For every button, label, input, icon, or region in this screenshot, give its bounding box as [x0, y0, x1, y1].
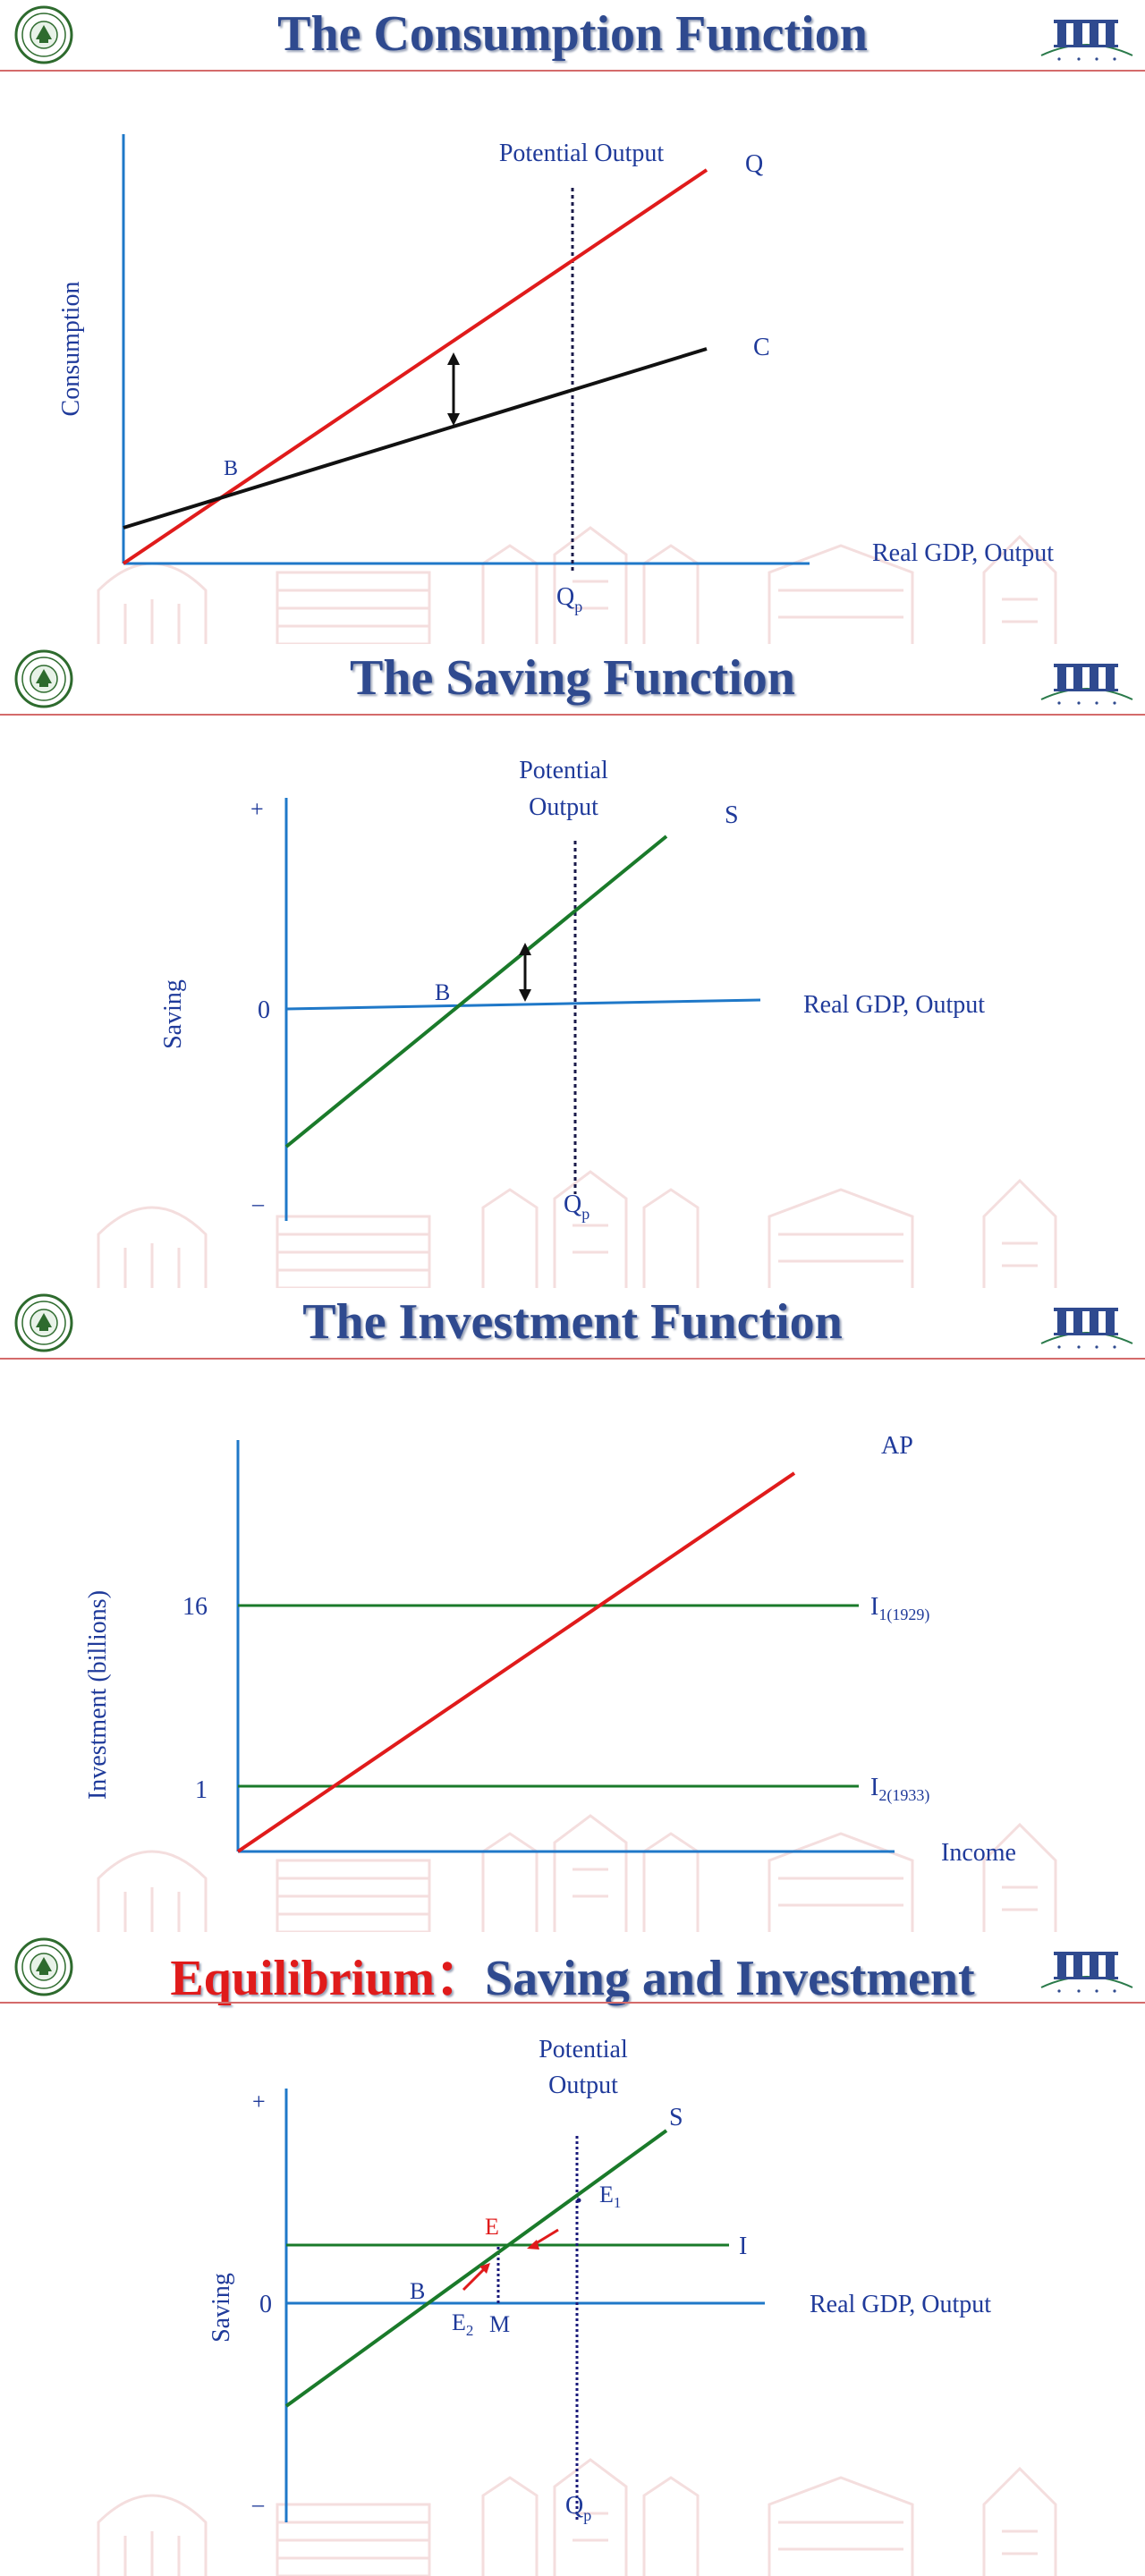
zero-label: 0: [259, 2291, 272, 2318]
q-line: [122, 168, 708, 565]
potential-label-line2: Output: [529, 793, 598, 821]
point-e1-label: E1: [599, 2182, 621, 2211]
qp-label: Qp: [565, 2492, 591, 2524]
slide-title: The Saving Function: [350, 650, 795, 706]
title-rule: [0, 70, 1145, 72]
s-line-label: S: [669, 2104, 683, 2131]
s-line: [284, 2129, 668, 2408]
point-m-label: M: [489, 2311, 510, 2337]
slide-consumption-function: The Consumption Function Potential Outpu…: [0, 0, 1145, 644]
consumption-diagram: Potential Output Q C B Real GDP, Output …: [57, 134, 1054, 615]
x-axis-label: Income: [941, 1839, 1016, 1867]
point-e2-label: E2: [452, 2309, 473, 2339]
title-rule: [0, 2002, 1145, 2004]
double-arrow-icon: [519, 943, 531, 1002]
potential-output-label: Potential Output: [499, 140, 665, 167]
y-axis-label: Saving: [208, 2273, 235, 2343]
i1-label: I1(1929): [870, 1593, 929, 1624]
y-axis-label: Saving: [159, 979, 187, 1049]
c-line-label: C: [753, 334, 770, 361]
slide-title: The Investment Function: [302, 1294, 843, 1350]
point-e-label: E: [485, 2214, 499, 2240]
title-main: Saving and Investment: [485, 1951, 975, 2006]
slide-investment-function: The Investment Function AP 16 1 I1(1929)…: [0, 1288, 1145, 1932]
qp-label: Qp: [556, 583, 582, 615]
equilibrium-diagram: Potential Output S I E E1 B E2 M Real GD…: [208, 2036, 991, 2524]
saving-diagram: Potential Output S B Real GDP, Output + …: [159, 757, 985, 1223]
ap-line: [236, 1471, 796, 1853]
plus-label: +: [252, 2089, 266, 2114]
slide-title: The Consumption Function: [277, 6, 868, 62]
e1-point: [576, 2198, 581, 2203]
point-b-label: B: [435, 979, 450, 1005]
x-axis: [285, 998, 761, 1011]
title-rule: [0, 1358, 1145, 1360]
point-b-label: B: [224, 457, 238, 480]
x-axis-label: Real GDP, Output: [872, 539, 1054, 567]
y-axis-label: Investment (billions): [84, 1590, 112, 1800]
point-b-label: B: [410, 2278, 425, 2304]
minus-label: –: [251, 1191, 265, 1216]
i-line-label: I: [739, 2233, 747, 2260]
slide-saving-function: The Saving Function Potential Output S B…: [0, 644, 1145, 1288]
x-axis-label: Real GDP, Output: [803, 991, 985, 1019]
tick-1: 1: [195, 1776, 208, 1804]
potential-label-line1: Potential: [519, 757, 608, 784]
c-line: [123, 347, 708, 530]
red-arrow-up-icon: [462, 2263, 490, 2292]
q-line-label: Q: [745, 150, 763, 178]
tick-16: 16: [182, 1593, 208, 1621]
qp-label: Qp: [564, 1191, 589, 1223]
s-line: [284, 835, 668, 1148]
double-arrow-icon: [447, 352, 460, 426]
potential-label-line1: Potential: [539, 2036, 628, 2063]
investment-diagram: AP 16 1 I1(1929) I2(1933) Income Investm…: [84, 1432, 1016, 1867]
plus-label: +: [250, 796, 264, 822]
potential-label-line2: Output: [548, 2072, 618, 2099]
i2-label: I2(1933): [870, 1774, 929, 1805]
red-arrow-down-icon: [527, 2228, 559, 2250]
s-line-label: S: [725, 801, 739, 829]
ap-label: AP: [881, 1432, 913, 1460]
title-accent: Equilibrium：: [170, 1951, 485, 2006]
slide-title: Equilibrium：Saving and Investment: [0, 1937, 1145, 2010]
minus-label: –: [251, 2491, 265, 2517]
x-axis-label: Real GDP, Output: [810, 2291, 991, 2318]
zero-label: 0: [258, 996, 270, 1024]
title-rule: [0, 714, 1145, 716]
slide-equilibrium: Equilibrium：Saving and Investment Potent…: [0, 1932, 1145, 2576]
y-axis-label: Consumption: [57, 282, 85, 417]
